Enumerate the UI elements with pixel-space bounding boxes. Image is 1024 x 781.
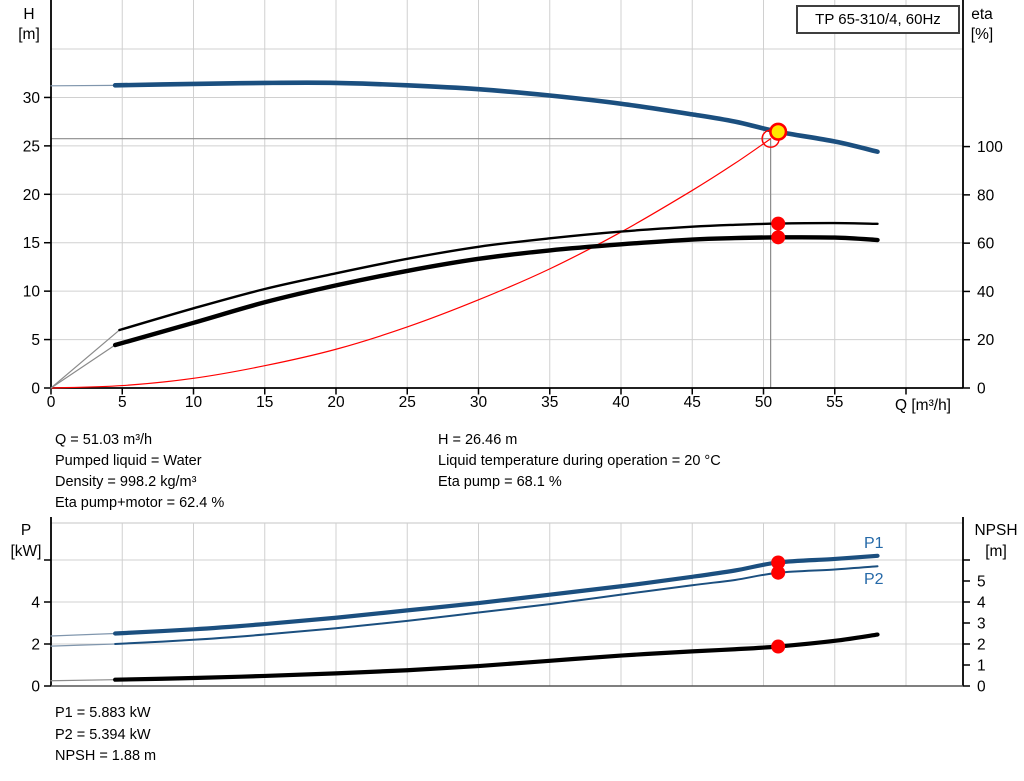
y-right-tick-label: 5 <box>977 574 986 591</box>
readout-line-temperature: Liquid temperature during operation = 20… <box>438 453 721 469</box>
readout-line-h: H = 26.46 m <box>438 432 518 448</box>
x-tick-label: 30 <box>470 394 488 411</box>
operating-point-marker <box>769 122 788 141</box>
x-tick-label: 5 <box>118 394 127 411</box>
y-right-tick-label: 0 <box>977 679 986 696</box>
y-left-axis-title: P <box>21 522 31 539</box>
readout-line-eta-pump: Eta pump = 68.1 % <box>438 474 562 490</box>
y-right-tick-label: 1 <box>977 658 986 675</box>
eta-pump-curve-lead <box>50 329 120 389</box>
x-tick-label: 15 <box>256 394 273 411</box>
y-right-tick-label: 60 <box>977 236 995 253</box>
y-right-tick-label: 20 <box>977 332 995 349</box>
p2-curve-point-marker <box>771 565 786 580</box>
y-left-tick-label: 20 <box>23 187 41 204</box>
y-left-tick-label: 4 <box>31 595 40 612</box>
x-tick-label: 40 <box>612 394 630 411</box>
y-left-axis-title: [kW] <box>11 543 42 560</box>
y-right-tick-label: 100 <box>977 139 1003 156</box>
y-left-tick-label: 0 <box>31 381 40 398</box>
x-tick-label: 35 <box>541 394 558 411</box>
readout-line-npsh: NPSH = 1.88 m <box>55 748 157 764</box>
p1-curve-point-marker <box>771 555 786 570</box>
y-left-tick-label: 15 <box>23 235 40 252</box>
y-right-tick-label: 80 <box>977 187 995 204</box>
y-right-tick-label: 0 <box>977 381 986 398</box>
x-tick-label: 0 <box>47 394 56 411</box>
duty-readout-right: H = 26.46 m Liquid temperature during op… <box>438 430 721 493</box>
x-tick-label: 50 <box>755 394 773 411</box>
y-left-axis-title: H <box>23 6 34 23</box>
system-curve <box>50 138 772 389</box>
y-left-tick-label: 10 <box>23 284 41 301</box>
y-right-axis-title: [m] <box>985 543 1007 560</box>
pump-model-label: TP 65-310/4, 60Hz <box>796 5 960 34</box>
x-tick-label: 10 <box>185 394 203 411</box>
y-right-axis-title: [%] <box>971 26 993 43</box>
readout-line-liquid: Pumped liquid = Water <box>55 453 202 469</box>
y-left-tick-label: 30 <box>23 90 41 107</box>
power-readout: P1 = 5.883 kW P2 = 5.394 kW NPSH = 1.88 … <box>55 703 156 768</box>
x-tick-label: 25 <box>399 394 416 411</box>
y-left-tick-label: 5 <box>31 332 40 349</box>
readout-line-eta-pump-motor: Eta pump+motor = 62.4 % <box>55 495 225 511</box>
eta-point-marker <box>771 216 786 231</box>
x-tick-label: 20 <box>327 394 345 411</box>
y-right-tick-label: 2 <box>977 637 986 654</box>
x-tick-label: 55 <box>826 394 843 411</box>
readout-line-p1: P1 = 5.883 kW <box>55 705 151 721</box>
npsh-curve-lead <box>50 679 116 682</box>
p1-curve-lead <box>50 632 116 637</box>
y-left-tick-label: 2 <box>31 637 40 654</box>
x-tick-label: 45 <box>684 394 701 411</box>
eta-point-marker <box>771 230 786 245</box>
duty-readout-left: Q = 51.03 m³/h Pumped liquid = Water Den… <box>55 430 224 514</box>
p2-curve-label: P2 <box>864 571 884 588</box>
p1-curve-label: P1 <box>864 535 884 552</box>
x-axis-title: Q [m³/h] <box>895 397 951 414</box>
power-npsh-chart: 0 2 4 0 1 2 3 4 5 P [kW] NPSH [m] P1 P2 <box>11 517 1018 696</box>
h-q-chart: 0 5 10 15 20 25 30 35 40 45 50 55 0 5 10 15 20 25 30 0 20 40 6… <box>18 0 1003 414</box>
p2-curve-lead <box>50 643 116 647</box>
readout-line-density: Density = 998.2 kg/m³ <box>55 474 197 490</box>
y-right-tick-label: 4 <box>977 595 986 612</box>
y-right-axis-title: NPSH <box>974 522 1017 539</box>
y-right-tick-label: 40 <box>977 284 995 301</box>
y-left-tick-label: 0 <box>31 679 40 696</box>
y-left-tick-label: 25 <box>23 138 40 155</box>
npsh-curve-point-marker <box>771 639 786 654</box>
y-right-tick-label: 3 <box>977 616 986 633</box>
readout-line-q: Q = 51.03 m³/h <box>55 432 153 448</box>
pump-model-text: TP 65-310/4, 60Hz <box>815 11 941 28</box>
readout-line-p2: P2 = 5.394 kW <box>55 726 151 743</box>
eta-pump-motor-curve-lead <box>50 344 116 389</box>
y-left-axis-title: [m] <box>18 26 40 43</box>
y-right-axis-title: eta <box>971 6 993 23</box>
